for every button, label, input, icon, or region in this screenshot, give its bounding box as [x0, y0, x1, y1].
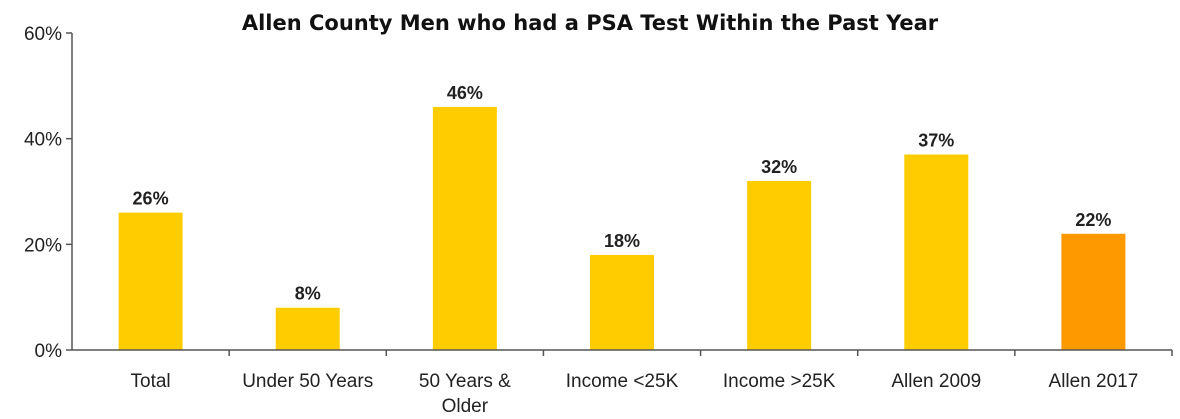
data-label: 46%: [447, 83, 483, 103]
data-label: 18%: [604, 231, 640, 251]
x-tick-label: Allen 2017: [1049, 371, 1139, 392]
bar: [275, 307, 340, 350]
y-tick-label: 20%: [24, 235, 62, 256]
bar: [747, 180, 812, 350]
bar: [432, 106, 497, 350]
data-label: 37%: [918, 131, 954, 151]
bar: [1061, 233, 1126, 350]
x-tick-label: Total: [131, 371, 171, 392]
y-axis: 0% 20% 40% 60%: [24, 24, 73, 362]
data-label: 8%: [295, 284, 321, 304]
x-tick-label: 50 Years & Older: [419, 371, 511, 417]
x-tick-label: Income >25K: [723, 371, 836, 392]
y-tick-label: 40%: [24, 130, 62, 151]
data-label: 22%: [1075, 210, 1111, 230]
bars-group: 26% 8% 46% 18% 32% 37% 22%: [118, 83, 1126, 350]
chart-title: Allen County Men who had a PSA Test With…: [242, 11, 939, 35]
bar: [590, 254, 654, 350]
y-tick-label: 0%: [35, 341, 63, 362]
data-label: 32%: [761, 157, 797, 177]
x-axis: Total Under 50 Years 50 Years & Older Income…: [72, 349, 1173, 417]
data-label: 26%: [133, 189, 169, 209]
x-tick-label: Income <25K: [566, 371, 679, 392]
bar: [904, 154, 969, 350]
x-tick-label: Allen 2009: [891, 371, 981, 392]
y-tick-label: 60%: [24, 24, 62, 45]
bar: [118, 212, 183, 350]
x-tick-label: Under 50 Years: [242, 371, 373, 392]
